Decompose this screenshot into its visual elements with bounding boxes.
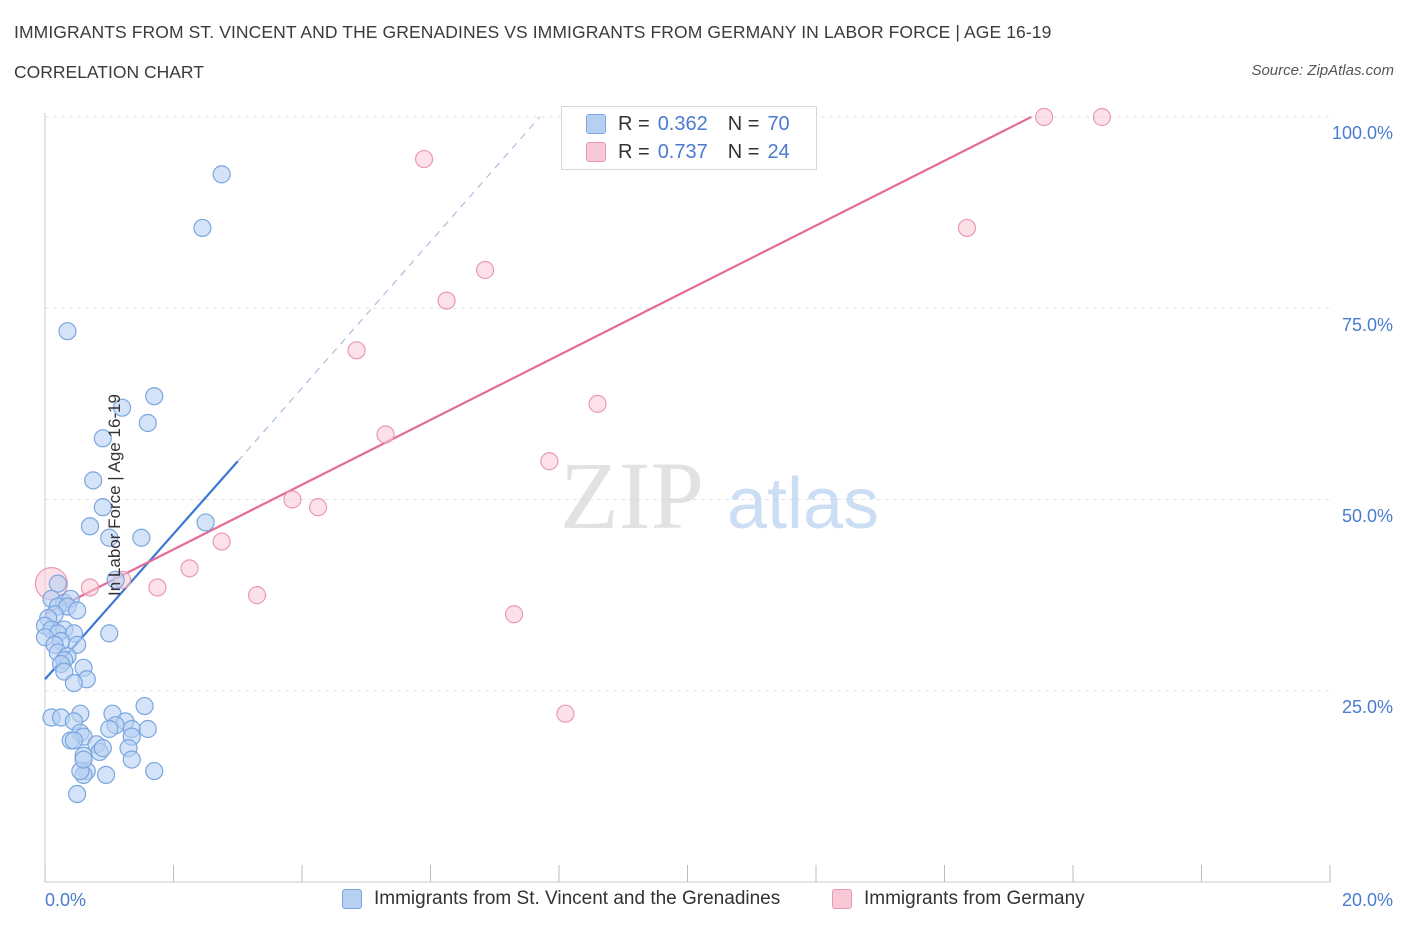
germany-point [556, 704, 575, 723]
legend-r-label: R = [618, 112, 650, 135]
germany-point [212, 532, 231, 551]
svg-point [135, 696, 154, 716]
bottom-legend-swatch-blue [342, 889, 362, 909]
svg-point [68, 784, 87, 804]
germany-point [347, 341, 366, 360]
svg-point [64, 731, 84, 750]
germany-point [80, 578, 100, 597]
legend-r-value-germany: 0.737 [657, 140, 708, 163]
germany-point [504, 605, 524, 624]
watermark-atlas: atlas [727, 464, 879, 544]
germany-point [437, 291, 456, 310]
legend-row-svg: R = 0.362 N = 70 [586, 111, 790, 137]
x-tick-min: 0.0% [45, 890, 87, 910]
svg-point [48, 574, 67, 593]
germany-point [376, 425, 395, 444]
svg-point [58, 322, 77, 341]
series-svg-points [35, 165, 231, 804]
svg-point [93, 429, 112, 448]
germany-point [308, 498, 328, 517]
legend-swatch-blue [586, 114, 606, 134]
svg-point [193, 218, 212, 238]
bottom-legend-label-svg: Immigrants from St. Vincent and the Gren… [374, 888, 781, 909]
svg-point [196, 513, 215, 532]
x-tick-max: 20.0% [1341, 890, 1393, 910]
legend-n-label: N = [727, 140, 760, 163]
germany-point [148, 578, 167, 597]
svg-point [138, 413, 157, 433]
watermark-zip: ZIP [560, 442, 704, 549]
legend-swatch-pink [586, 142, 606, 162]
legend-n-value-svg: 70 [767, 112, 790, 135]
germany-point [957, 218, 977, 238]
y-tick-25: 25.0% [1341, 697, 1393, 717]
svg-point [138, 719, 157, 739]
trend-line-svg-extension [237, 116, 541, 462]
legend-r-label: R = [618, 140, 650, 163]
y-tick-50: 50.0% [1341, 506, 1393, 526]
svg-point [106, 570, 125, 589]
svg-point [112, 398, 132, 417]
bottom-legend-swatch-pink [832, 889, 852, 909]
legend-n-value-germany: 24 [767, 140, 790, 163]
svg-point [132, 528, 151, 547]
bottom-legend-svg[interactable]: Immigrants from St. Vincent and the Gren… [342, 888, 780, 910]
svg-point [100, 528, 119, 547]
series-germany-points [34, 107, 1112, 723]
y-tick-75: 75.0% [1341, 315, 1393, 335]
svg-point [100, 719, 119, 739]
svg-point [74, 750, 93, 769]
svg-point [100, 624, 119, 643]
svg-point [93, 498, 112, 517]
legend-row-germany: R = 0.737 N = 24 [586, 139, 790, 165]
svg-point [145, 761, 164, 781]
axes [44, 113, 1331, 883]
svg-point [145, 387, 164, 406]
germany-point [180, 559, 199, 578]
chart-subtitle: CORRELATION CHART [14, 62, 204, 82]
svg-point [68, 601, 87, 620]
germany-point [1092, 107, 1112, 127]
legend-r-value-svg: 0.362 [657, 112, 708, 135]
svg-point [93, 739, 112, 758]
bottom-legend-label-germany: Immigrants from Germany [864, 888, 1085, 909]
chart-title: IMMIGRANTS FROM ST. VINCENT AND THE GREN… [14, 22, 1052, 42]
svg-point [80, 517, 100, 536]
stats-legend: R = 0.362 N = 70 R = 0.737 N = 24 [561, 106, 817, 170]
legend-n-label: N = [727, 112, 760, 135]
svg-point [84, 471, 103, 490]
y-axis-label: In Labor Force | Age 16-19 [104, 394, 124, 596]
y-tick-100: 100.0% [1331, 123, 1393, 143]
germany-point [414, 149, 434, 169]
bottom-legend: Immigrants from St. Vincent and the Gren… [0, 888, 1406, 916]
svg-point [122, 750, 141, 769]
germany-point [588, 394, 607, 413]
svg-point [64, 673, 84, 693]
germany-point [1034, 107, 1054, 127]
germany-point [283, 490, 302, 509]
germany-point [247, 586, 267, 605]
germany-point [476, 260, 495, 280]
trend-line-germany [44, 116, 1032, 616]
svg-point [212, 165, 231, 184]
svg-point [96, 765, 116, 785]
trend-lines [44, 116, 1032, 681]
grid-lines [45, 116, 1330, 692]
bottom-legend-germany[interactable]: Immigrants from Germany [832, 888, 1085, 910]
germany-point [540, 452, 559, 471]
source-label: Source: ZipAtlas.com [1251, 62, 1394, 79]
